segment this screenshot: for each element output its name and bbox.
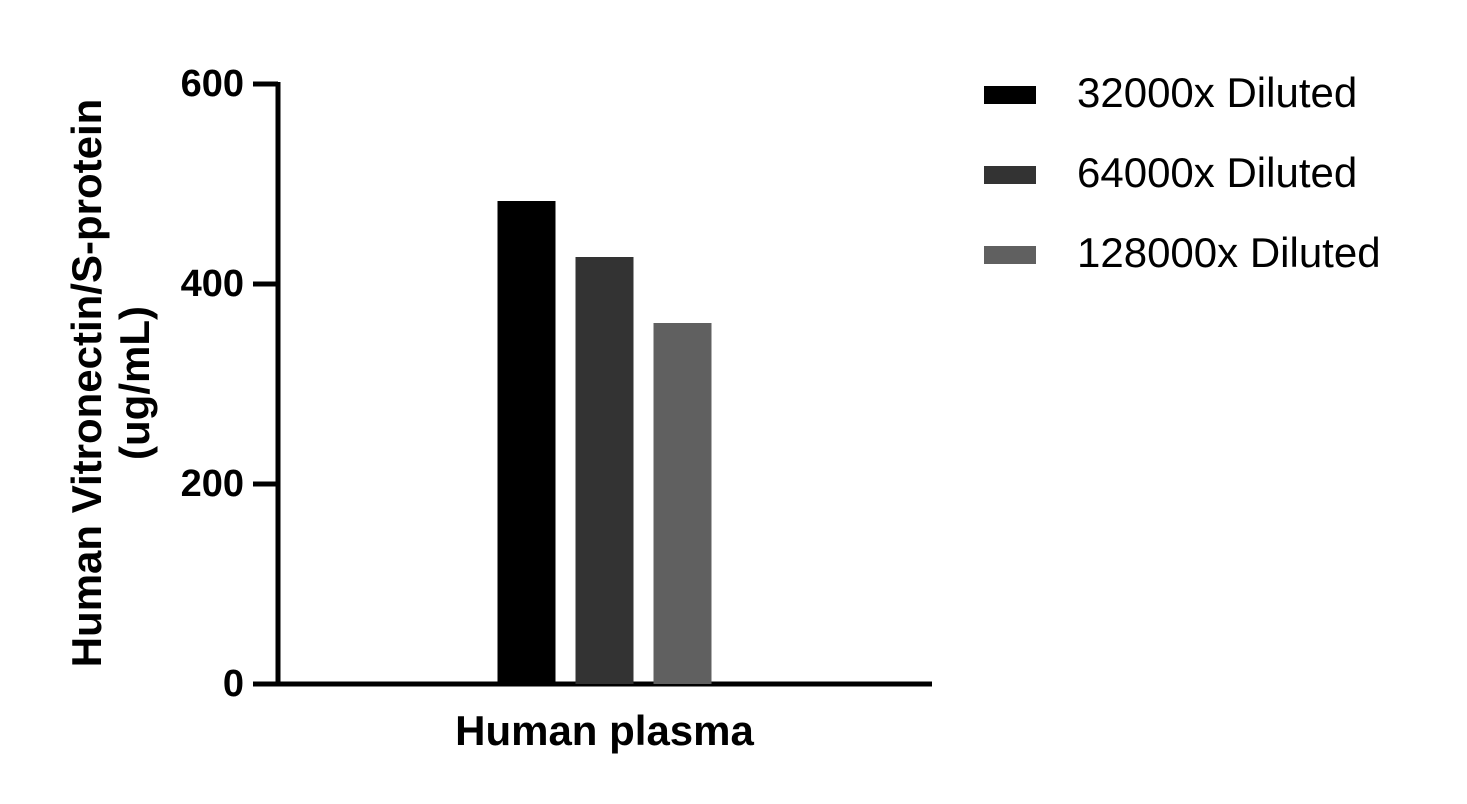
y-tick-label: 600 (181, 63, 244, 105)
bar (575, 257, 634, 684)
y-axis-title-line: Human Vitronectin/S-protein (63, 99, 110, 668)
bar (653, 323, 712, 684)
y-axis-title: Human Vitronectin/S-protein(ug/mL) (63, 99, 158, 668)
legend-label: 128000x Diluted (1077, 229, 1381, 276)
legend-label: 32000x Diluted (1077, 69, 1357, 116)
y-tick-label: 0 (223, 663, 244, 705)
y-tick-label: 200 (181, 463, 244, 505)
bar (497, 201, 556, 684)
legend-swatch (984, 166, 1036, 184)
legend-swatch (984, 86, 1036, 104)
legend-label: 64000x Diluted (1077, 149, 1357, 196)
x-tick-label: Human plasma (455, 707, 754, 754)
legend-swatch (984, 246, 1036, 264)
y-axis-title-line: (ug/mL) (111, 306, 158, 460)
y-tick-label: 400 (181, 263, 244, 305)
